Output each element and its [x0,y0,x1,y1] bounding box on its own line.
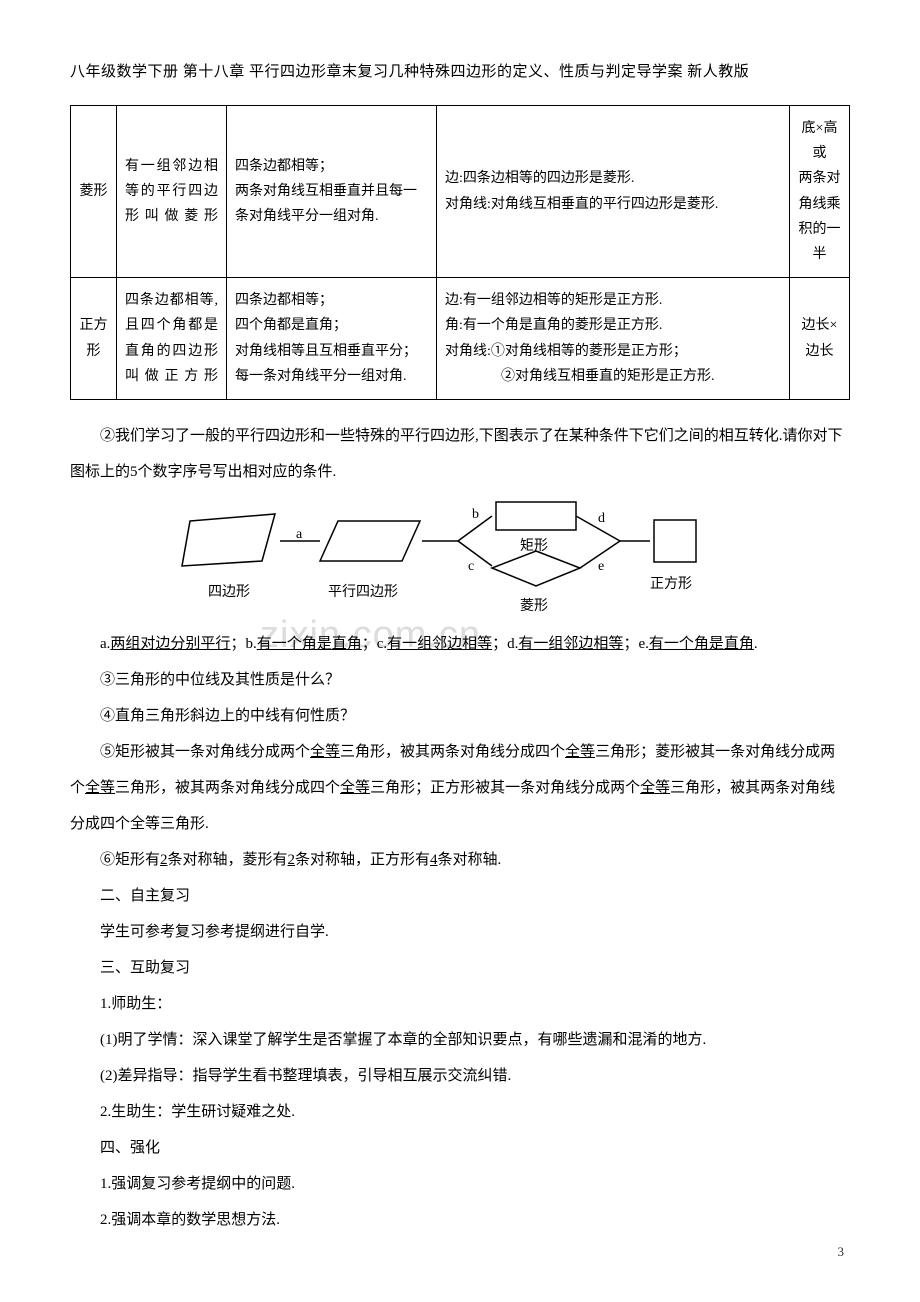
cell-area: 边长×边长 [790,278,850,400]
table-row: 菱形 有一组邻边相等的平行四边形叫做菱形 四条边都相等； 两条对角线互相垂直并且… [71,106,850,278]
text: a. [100,636,110,652]
paragraph: 2.强调本章的数学思想方法. [70,1202,850,1238]
diagram-label-para: 平行四边形 [328,576,398,610]
cell-judge: 边:有一组邻边相等的矩形是正方形. 角:有一个角是直角的菱形是正方形. 对角线:… [437,278,790,400]
paragraph: ⑤矩形被其一条对角线分成两个全等三角形，被其两条对角线分成四个全等三角形；菱形被… [70,734,850,842]
paragraph: ②我们学习了一般的平行四边形和一些特殊的平行四边形,下图表示了在某种条件下它们之… [70,418,850,490]
diagram-label-quad: 四边形 [208,576,250,610]
text: 条对称轴. [438,852,502,868]
paragraph-answers: a.两组对边分别平行；b.有一个角是直角；c.有一组邻边相等；d.有一组邻边相等… [70,626,850,662]
cell-name: 菱形 [71,106,117,278]
properties-table: 菱形 有一组邻边相等的平行四边形叫做菱形 四条边都相等； 两条对角线互相垂直并且… [70,105,850,400]
cell-def: 有一组邻边相等的平行四边形叫做菱形 [117,106,227,278]
paragraph: 2.生助生：学生研讨疑难之处. [70,1094,850,1130]
text: 三角形，被其两条对角线分成四个 [340,744,565,760]
table-row: 正方形 四条边都相等,且四个角都是直角的四边形叫做正方形 四条边都相等； 四个角… [71,278,850,400]
underline: 有一个角是直角 [257,636,362,652]
paragraph: 三、互助复习 [70,950,850,986]
conversion-diagram: a b c d e 四边形 平行四边形 矩形 菱形 正方形 [180,496,740,616]
underline: 有一个角是直角 [649,636,754,652]
text: 条对称轴，菱形有 [168,852,288,868]
cell-prop: 四条边都相等； 两条对角线互相垂直并且每一条对角线平分一组对角. [227,106,437,278]
paragraph: 1.强调复习参考提纲中的问题. [70,1166,850,1202]
paragraph: 四、强化 [70,1130,850,1166]
underline: 有一组邻边相等 [518,636,623,652]
page-number: 3 [838,1244,845,1260]
paragraph: ⑥矩形有2条对称轴，菱形有2条对称轴，正方形有4条对称轴. [70,842,850,878]
diagram-label-b: b [472,498,479,532]
page-header: 八年级数学下册 第十八章 平行四边形章末复习几种特殊四边形的定义、性质与判定导学… [70,60,850,81]
cell-prop: 四条边都相等； 四个角都是直角； 对角线相等且互相垂直平分； 每一条对角线平分一… [227,278,437,400]
diagram-label-rect: 矩形 [520,530,548,564]
text: ；e. [623,636,648,652]
cell-area: 底×高 或 两条对角线乘积的一半 [790,106,850,278]
text: ；c. [362,636,387,652]
paragraph: (1)明了学情：深入课堂了解学生是否掌握了本章的全部知识要点，有哪些遗漏和混淆的… [70,1022,850,1058]
underline: 有一组邻边相等 [387,636,492,652]
underline: 2 [288,852,296,868]
text: 三角形，被其两条对角线分成四个 [115,780,340,796]
paragraph: ④直角三角形斜边上的中线有何性质？ [70,698,850,734]
cell-judge: 边:四条边相等的四边形是菱形. 对角线:对角线互相垂直的平行四边形是菱形. [437,106,790,278]
diagram-label-e: e [598,550,604,584]
cell-name: 正方形 [71,278,117,400]
underline: 全等 [640,780,670,796]
diagram-label-a: a [296,518,302,552]
diagram-label-rhom: 菱形 [520,590,548,624]
underline: 2 [160,852,168,868]
paragraph: 1.师助生： [70,986,850,1022]
paragraph: 二、自主复习 [70,878,850,914]
text: ⑥矩形有 [100,852,160,868]
text: ；b. [230,636,256,652]
underline: 全等 [85,780,115,796]
diagram-label-square: 正方形 [650,568,692,602]
underline: 4 [430,852,438,868]
text: 条对称轴，正方形有 [295,852,430,868]
underline: 全等 [310,744,340,760]
underline: 两组对边分别平行 [110,636,230,652]
underline: 全等 [340,780,370,796]
diagram-label-d: d [598,502,605,536]
text: 三角形；正方形被其一条对角线分成两个 [370,780,640,796]
paragraph: 学生可参考复习参考提纲进行自学. [70,914,850,950]
text: ⑤矩形被其一条对角线分成两个 [100,744,310,760]
paragraph: ③三角形的中位线及其性质是什么？ [70,662,850,698]
cell-def: 四条边都相等,且四个角都是直角的四边形叫做正方形 [117,278,227,400]
text: . [754,636,758,652]
text: ；d. [492,636,518,652]
underline: 全等 [565,744,595,760]
diagram-label-c: c [468,550,474,584]
paragraph: (2)差异指导：指导学生看书整理填表，引导相互展示交流纠错. [70,1058,850,1094]
